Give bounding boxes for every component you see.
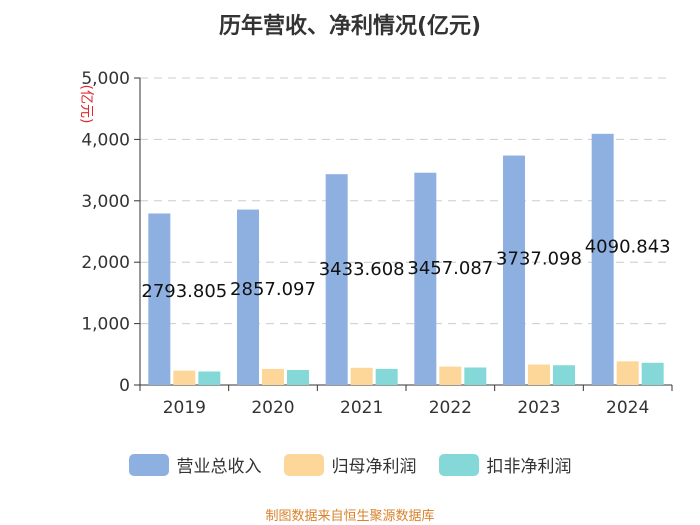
bar-revenue: [325, 174, 348, 385]
legend-swatch-net-profit: [283, 453, 324, 476]
bar-revenue: [148, 213, 171, 385]
bar-net-profit: [528, 364, 550, 385]
legend-label-revenue: 营业总收入: [176, 457, 262, 477]
data-label: 2793.805: [141, 281, 227, 302]
x-tick-label: 2021: [340, 398, 383, 418]
source-note: 制图数据来自恒生聚源数据库: [265, 509, 435, 524]
bar-deducted-profit: [287, 369, 309, 385]
data-label: 3457.087: [407, 258, 493, 279]
bar-deducted-profit: [375, 368, 398, 385]
bar-revenue: [591, 133, 614, 385]
data-label: 4090.843: [585, 236, 671, 257]
bar-revenue: [503, 155, 525, 385]
legend-item-deducted-profit[interactable]: 扣非净利润: [438, 452, 572, 477]
data-label: 3433.608: [319, 259, 405, 280]
bar-deducted-profit: [553, 365, 575, 385]
chart-title: 历年营收、净利情况(亿元): [218, 14, 482, 39]
bar-revenue: [237, 209, 259, 385]
bar-deducted-profit: [464, 367, 487, 385]
x-tick-label: 2022: [429, 398, 472, 418]
x-tick-label: 2020: [251, 398, 294, 418]
x-tick-label: 2024: [606, 398, 649, 418]
legend-swatch-deducted-profit: [438, 453, 479, 476]
y-tick-label: 4,000: [81, 130, 130, 150]
bar-deducted-profit: [198, 371, 221, 385]
y-tick-label: 3,000: [81, 192, 130, 212]
legend-label-net-profit: 归母净利润: [331, 457, 417, 477]
x-tick-label: 2023: [517, 398, 560, 418]
grid-lines: [140, 77, 672, 325]
legend-item-revenue[interactable]: 营业总收入: [128, 452, 262, 477]
y-tick-label: 5,000: [81, 69, 130, 89]
data-label: 2857.097: [230, 279, 316, 300]
bar-net-profit: [439, 366, 462, 385]
legend-item-net-profit[interactable]: 归母净利润: [283, 452, 417, 477]
bar-deducted-profit: [641, 362, 664, 385]
y-tick-label: 0: [119, 376, 130, 396]
x-tick-label: 2019: [163, 398, 206, 418]
legend-swatch-revenue: [128, 453, 169, 476]
bar-revenue: [414, 172, 437, 385]
bar-net-profit: [616, 361, 639, 385]
axes: 0 1,000 2,000 3,000 4,000 5,000(亿元) 2019 2020 20…: [78, 69, 673, 418]
bar-net-profit: [262, 368, 284, 385]
legend: 营业总收入 归母净利润 扣非净利润: [0, 452, 700, 477]
bars: [148, 133, 664, 385]
y-axis-label: (亿元): [78, 85, 94, 124]
bar-net-profit: [173, 370, 196, 385]
y-tick-label: 1,000: [81, 315, 130, 335]
y-tick-label: 2,000: [81, 253, 130, 273]
bar-net-profit: [350, 367, 373, 385]
data-label: 3737.098: [496, 249, 582, 270]
legend-label-deducted-profit: 扣非净利润: [486, 457, 572, 477]
